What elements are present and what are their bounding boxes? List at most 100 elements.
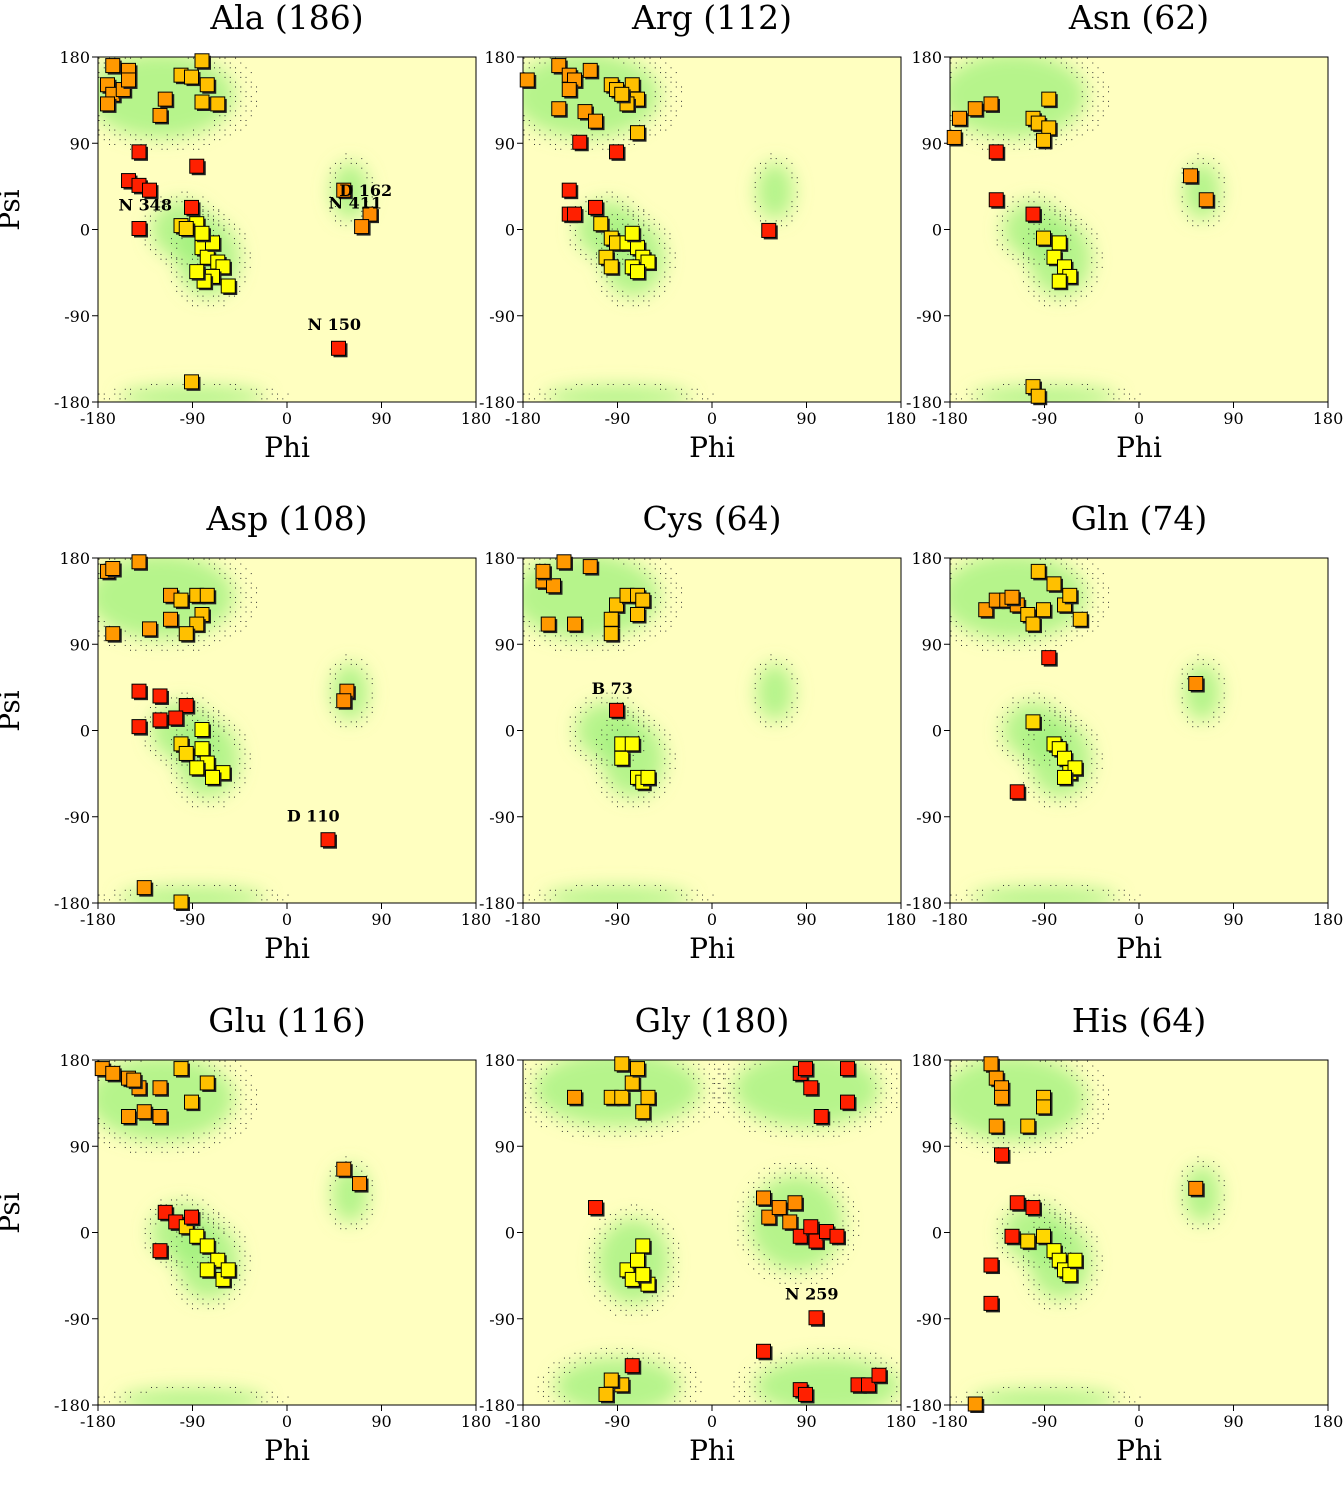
data-point — [1026, 617, 1042, 633]
x-tick-label: -90 — [180, 910, 206, 929]
data-point — [641, 770, 657, 786]
y-tick-label: -180 — [54, 393, 90, 412]
y-tick-label: -90 — [916, 307, 942, 326]
x-tick-label: 0 — [1134, 1412, 1144, 1431]
data-point — [1063, 588, 1079, 604]
data-point — [127, 1073, 143, 1089]
data-point — [625, 226, 641, 242]
data-point — [636, 1105, 652, 1121]
y-tick-label: 0 — [80, 1224, 90, 1243]
data-point — [1189, 1181, 1205, 1197]
data-point — [1073, 612, 1089, 628]
data-point — [153, 108, 169, 124]
data-point — [636, 1239, 652, 1255]
x-tick-label: 90 — [1223, 910, 1243, 929]
data-point — [1068, 1253, 1084, 1269]
x-tick-label: 180 — [1313, 910, 1344, 929]
y-axis-label: Psi — [0, 631, 26, 791]
data-point — [1199, 193, 1215, 209]
data-point — [641, 1090, 657, 1106]
data-point — [132, 684, 148, 700]
x-tick-label: -90 — [1032, 1412, 1058, 1431]
y-tick-label: -90 — [916, 808, 942, 827]
data-point — [221, 1263, 237, 1279]
x-tick-label: 90 — [371, 1412, 391, 1431]
data-point — [195, 742, 211, 758]
data-point — [625, 1076, 641, 1092]
data-point — [995, 1148, 1011, 1164]
data-point — [536, 564, 552, 580]
data-point — [989, 145, 1005, 161]
x-axis-label: Phi — [523, 1435, 901, 1467]
y-tick-label: 90 — [495, 134, 515, 153]
data-point — [1026, 715, 1042, 731]
y-tick-label: 0 — [932, 1224, 942, 1243]
data-point — [190, 265, 206, 281]
data-point — [772, 1201, 788, 1217]
x-tick-label: -90 — [605, 409, 631, 428]
data-point — [631, 608, 647, 624]
data-point — [200, 1263, 216, 1279]
y-tick-label: -180 — [479, 894, 515, 913]
data-point — [106, 627, 122, 643]
x-tick-label: 0 — [707, 409, 717, 428]
x-tick-label: 0 — [282, 409, 292, 428]
data-point — [995, 1090, 1011, 1106]
x-tick-label: -90 — [180, 1412, 206, 1431]
data-point — [174, 895, 190, 911]
data-point — [122, 1110, 138, 1126]
data-point — [211, 97, 227, 113]
x-tick-label: 90 — [796, 409, 816, 428]
y-tick-label: 0 — [932, 722, 942, 741]
data-point — [101, 97, 117, 113]
data-point — [562, 83, 578, 99]
data-point — [1037, 1100, 1053, 1116]
data-point — [1052, 236, 1068, 252]
data-point — [185, 1095, 201, 1111]
data-point — [337, 694, 353, 710]
data-point — [589, 200, 605, 216]
data-point — [1037, 231, 1053, 247]
data-point — [610, 145, 626, 161]
data-point — [106, 59, 122, 75]
data-point — [568, 1090, 584, 1106]
y-tick-label: -180 — [906, 894, 942, 913]
x-axis-label: Phi — [98, 1435, 476, 1467]
x-tick-label: 90 — [371, 409, 391, 428]
data-point — [190, 159, 206, 175]
x-tick-label: 0 — [1134, 409, 1144, 428]
data-point — [355, 220, 371, 236]
data-point — [195, 226, 211, 242]
y-tick-label: 90 — [495, 635, 515, 654]
y-tick-label: 180 — [484, 549, 515, 568]
data-point — [332, 341, 348, 357]
data-point — [1010, 1196, 1026, 1212]
data-point — [1042, 92, 1058, 108]
data-point — [174, 1062, 190, 1078]
data-point — [984, 1057, 1000, 1073]
y-tick-label: 0 — [505, 722, 515, 741]
data-point — [568, 207, 584, 223]
data-point — [1021, 1234, 1037, 1250]
y-tick-label: -90 — [64, 808, 90, 827]
data-point — [573, 135, 589, 151]
data-point — [989, 1119, 1005, 1135]
data-point — [106, 1066, 122, 1082]
data-point — [947, 130, 963, 146]
data-point — [757, 1191, 773, 1207]
data-point — [610, 703, 626, 719]
x-tick-label: 90 — [371, 910, 391, 929]
x-tick-label: -90 — [1032, 409, 1058, 428]
data-point — [583, 63, 599, 79]
outlier-label: N 259 — [785, 1285, 839, 1304]
data-point — [221, 279, 237, 295]
data-point — [153, 1110, 169, 1126]
data-point — [122, 73, 138, 89]
data-point — [132, 145, 148, 161]
x-tick-label: 90 — [1223, 409, 1243, 428]
data-point — [137, 1105, 153, 1121]
